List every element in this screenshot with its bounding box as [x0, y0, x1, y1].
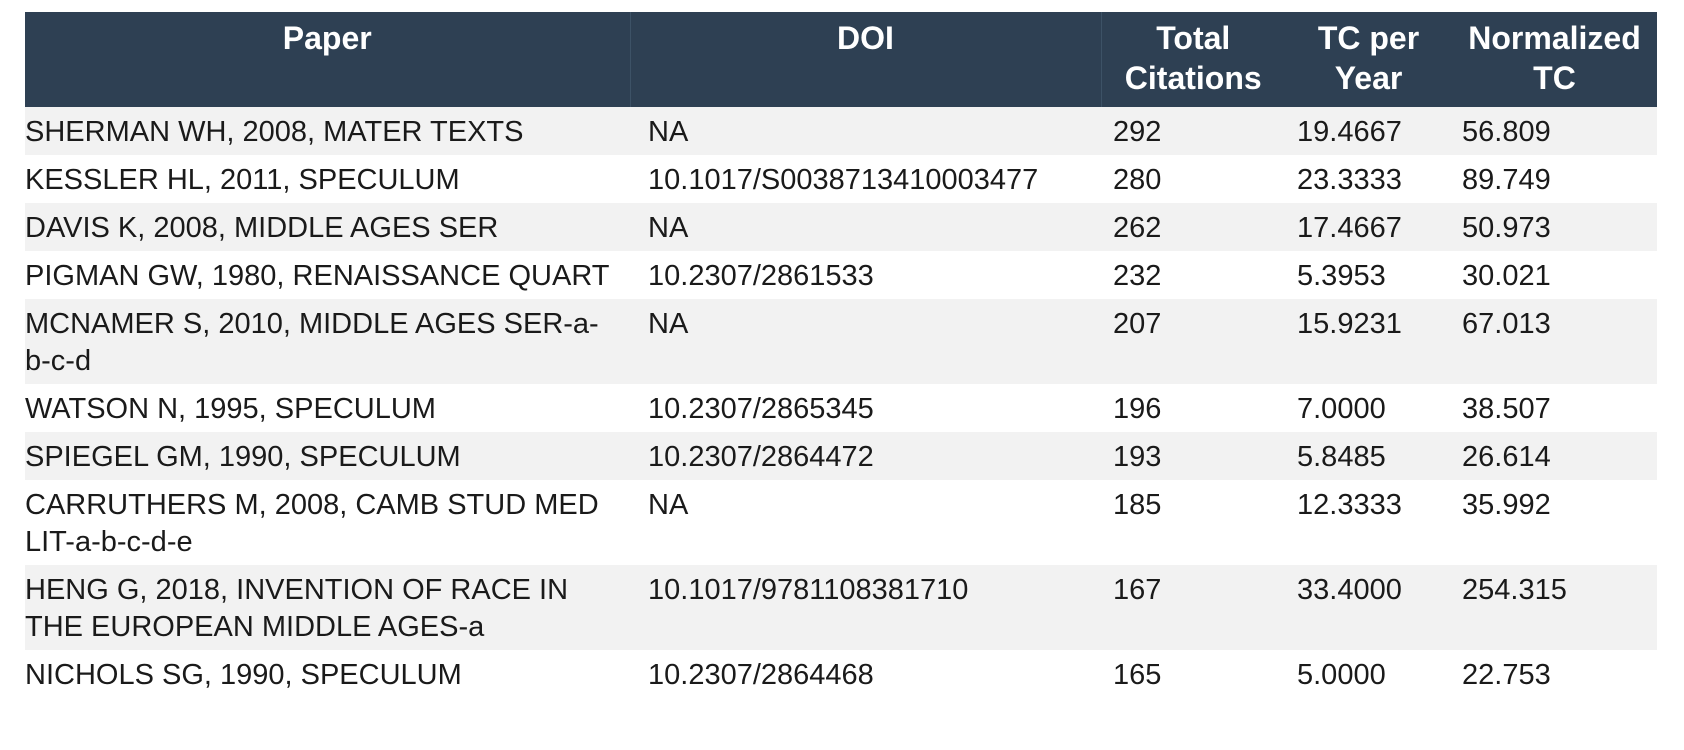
header-doi: DOI	[629, 12, 1102, 107]
cell-doi: NA	[648, 308, 689, 340]
cell-normalized-tc: 35.992	[1462, 489, 1551, 521]
cell-tc-per-year: 23.3333	[1297, 164, 1402, 196]
cell-paper: SPIEGEL GM, 1990, SPECULUM	[25, 441, 461, 473]
table-row: CARRUTHERS M, 2008, CAMB STUD MED LIT-a-…	[25, 480, 1657, 565]
cell-normalized-tc: 38.507	[1462, 393, 1551, 425]
cell-normalized-tc: 26.614	[1462, 441, 1551, 473]
cell-paper: PIGMAN GW, 1980, RENAISSANCE QUART	[25, 260, 610, 292]
cell-normalized-tc: 30.021	[1462, 260, 1551, 292]
cell-paper: NICHOLS SG, 1990, SPECULUM	[25, 659, 462, 691]
cell-tc-per-year: 5.3953	[1297, 260, 1386, 292]
cell-normalized-tc: 22.753	[1462, 659, 1551, 691]
table-row: HENG G, 2018, INVENTION OF RACE IN THE E…	[25, 565, 1657, 650]
citations-table: Paper DOI Total Citations TC per Year No…	[25, 12, 1657, 698]
citations-table-container: Paper DOI Total Citations TC per Year No…	[25, 12, 1657, 698]
cell-total-citations: 292	[1113, 116, 1162, 148]
cell-normalized-tc: 254.315	[1462, 574, 1567, 606]
header-total-citations: Total Citations	[1124, 20, 1262, 96]
cell-total-citations: 185	[1113, 489, 1162, 521]
cell-total-citations: 262	[1113, 212, 1162, 244]
table-row: MCNAMER S, 2010, MIDDLE AGES SER-a-b-c-d…	[25, 299, 1657, 384]
table-row: SHERMAN WH, 2008, MATER TEXTS NA 292 19.…	[25, 107, 1657, 155]
cell-paper: MCNAMER S, 2010, MIDDLE AGES SER-a-b-c-d	[25, 308, 599, 377]
cell-paper: SHERMAN WH, 2008, MATER TEXTS	[25, 116, 524, 148]
cell-paper: CARRUTHERS M, 2008, CAMB STUD MED LIT-a-…	[25, 489, 599, 558]
cell-total-citations: 232	[1113, 260, 1162, 292]
cell-doi: 10.2307/2861533	[648, 260, 874, 292]
cell-doi: NA	[648, 489, 689, 521]
cell-doi: NA	[648, 212, 689, 244]
cell-paper: HENG G, 2018, INVENTION OF RACE IN THE E…	[25, 574, 569, 643]
cell-normalized-tc: 67.013	[1462, 308, 1551, 340]
cell-normalized-tc: 50.973	[1462, 212, 1551, 244]
cell-total-citations: 165	[1113, 659, 1162, 691]
cell-doi: NA	[648, 116, 689, 148]
cell-paper: WATSON N, 1995, SPECULUM	[25, 393, 436, 425]
cell-total-citations: 193	[1113, 441, 1162, 473]
header-normalized-tc: Normalized TC	[1468, 20, 1641, 96]
cell-total-citations: 196	[1113, 393, 1162, 425]
table-row: PIGMAN GW, 1980, RENAISSANCE QUART 10.23…	[25, 251, 1657, 299]
header-paper: Paper	[282, 20, 372, 56]
cell-doi: 10.1017/S0038713410003477	[648, 164, 1039, 196]
cell-total-citations: 280	[1113, 164, 1162, 196]
table-row: SPIEGEL GM, 1990, SPECULUM 10.2307/28644…	[25, 432, 1657, 480]
cell-normalized-tc: 89.749	[1462, 164, 1551, 196]
cell-total-citations: 167	[1113, 574, 1162, 606]
cell-total-citations: 207	[1113, 308, 1162, 340]
cell-tc-per-year: 5.8485	[1297, 441, 1386, 473]
cell-paper: KESSLER HL, 2011, SPECULUM	[25, 164, 460, 196]
cell-doi: 10.2307/2865345	[648, 393, 874, 425]
table-row: KESSLER HL, 2011, SPECULUM 10.1017/S0038…	[25, 155, 1657, 203]
cell-tc-per-year: 12.3333	[1297, 489, 1402, 521]
cell-tc-per-year: 17.4667	[1297, 212, 1402, 244]
cell-tc-per-year: 15.9231	[1297, 308, 1402, 340]
cell-doi: 10.2307/2864468	[648, 659, 874, 691]
table-row: DAVIS K, 2008, MIDDLE AGES SER NA 262 17…	[25, 203, 1657, 251]
cell-tc-per-year: 19.4667	[1297, 116, 1402, 148]
cell-tc-per-year: 5.0000	[1297, 659, 1386, 691]
table-row: NICHOLS SG, 1990, SPECULUM 10.2307/28644…	[25, 650, 1657, 698]
table-row: WATSON N, 1995, SPECULUM 10.2307/2865345…	[25, 384, 1657, 432]
header-row: Paper DOI Total Citations TC per Year No…	[25, 12, 1657, 107]
cell-tc-per-year: 33.4000	[1297, 574, 1402, 606]
cell-doi: 10.1017/9781108381710	[648, 574, 969, 606]
cell-normalized-tc: 56.809	[1462, 116, 1551, 148]
header-tc-per-year: TC per Year	[1317, 20, 1420, 96]
cell-paper: DAVIS K, 2008, MIDDLE AGES SER	[25, 212, 499, 244]
cell-tc-per-year: 7.0000	[1297, 393, 1386, 425]
table-body: SHERMAN WH, 2008, MATER TEXTS NA 292 19.…	[25, 107, 1657, 698]
cell-doi: 10.2307/2864472	[648, 441, 874, 473]
table-header: Paper DOI Total Citations TC per Year No…	[25, 12, 1657, 107]
